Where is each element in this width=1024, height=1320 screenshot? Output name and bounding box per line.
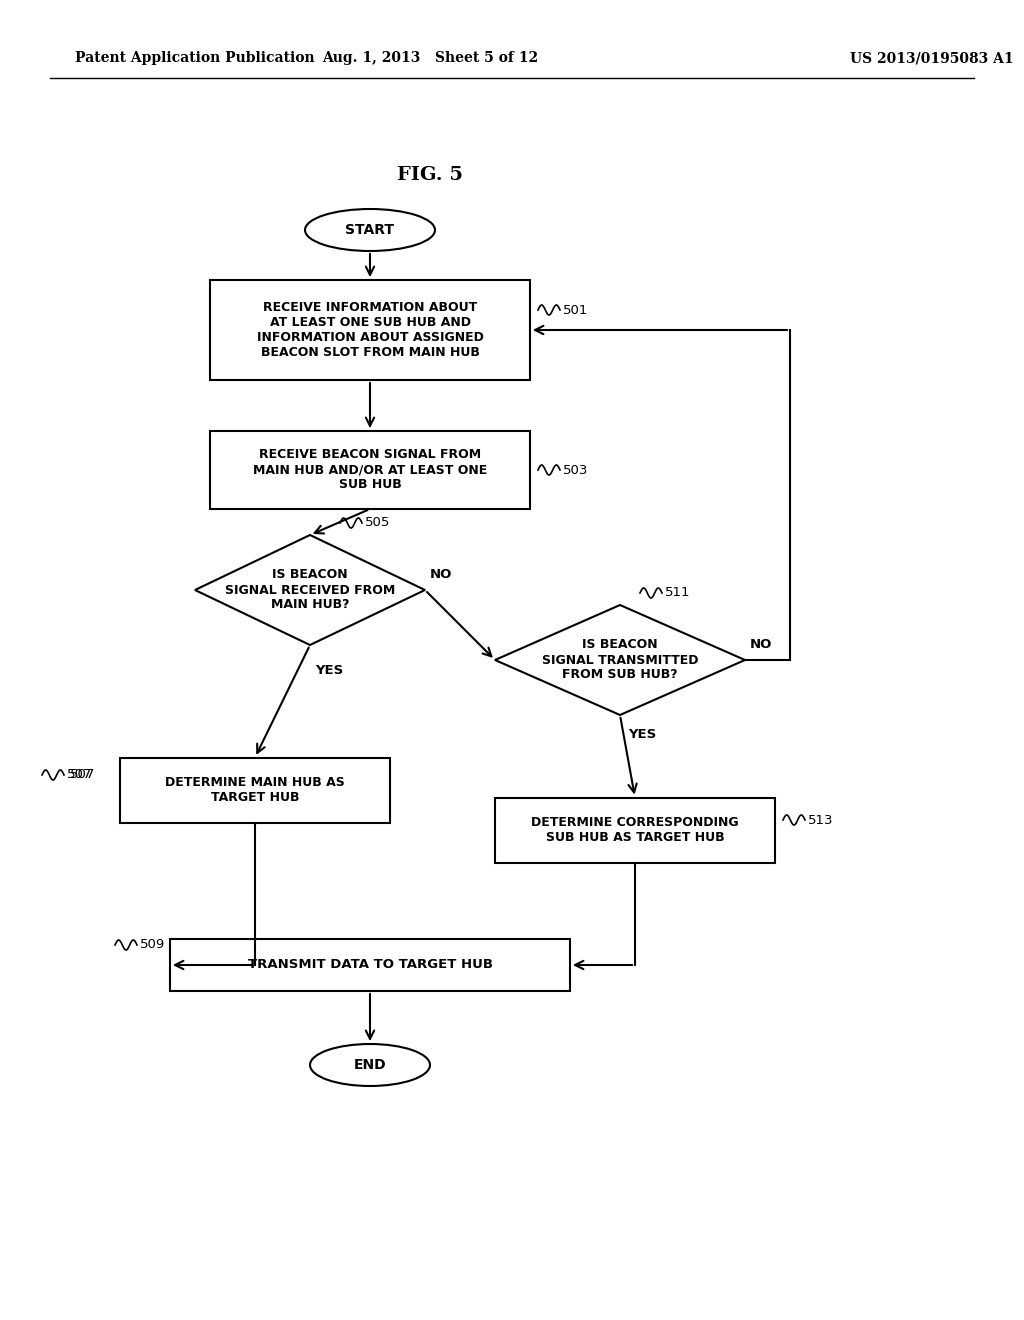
- Text: DETERMINE MAIN HUB AS
TARGET HUB: DETERMINE MAIN HUB AS TARGET HUB: [165, 776, 345, 804]
- Ellipse shape: [305, 209, 435, 251]
- Bar: [495, 797, 775, 862]
- Bar: [210, 280, 530, 380]
- Text: 507: 507: [70, 768, 95, 781]
- Bar: [170, 939, 570, 991]
- Text: 513: 513: [808, 813, 834, 826]
- Text: DETERMINE CORRESPONDING
SUB HUB AS TARGET HUB: DETERMINE CORRESPONDING SUB HUB AS TARGE…: [531, 816, 738, 843]
- Polygon shape: [195, 535, 425, 645]
- Polygon shape: [495, 605, 745, 715]
- Text: 505: 505: [365, 516, 390, 529]
- Text: 501: 501: [563, 304, 589, 317]
- Text: 503: 503: [563, 463, 589, 477]
- Text: FIG. 5: FIG. 5: [397, 166, 463, 183]
- Text: RECEIVE INFORMATION ABOUT
AT LEAST ONE SUB HUB AND
INFORMATION ABOUT ASSIGNED
BE: RECEIVE INFORMATION ABOUT AT LEAST ONE S…: [257, 301, 483, 359]
- Text: END: END: [353, 1059, 386, 1072]
- Text: RECEIVE BEACON SIGNAL FROM
MAIN HUB AND/OR AT LEAST ONE
SUB HUB: RECEIVE BEACON SIGNAL FROM MAIN HUB AND/…: [253, 449, 487, 491]
- Text: NO: NO: [750, 639, 772, 652]
- Text: YES: YES: [628, 729, 656, 742]
- Text: 509: 509: [140, 939, 165, 952]
- Text: 507: 507: [67, 768, 92, 781]
- Text: US 2013/0195083 A1: US 2013/0195083 A1: [850, 51, 1014, 65]
- Bar: [120, 758, 390, 822]
- Text: Patent Application Publication: Patent Application Publication: [75, 51, 314, 65]
- Text: START: START: [345, 223, 394, 238]
- Text: Aug. 1, 2013   Sheet 5 of 12: Aug. 1, 2013 Sheet 5 of 12: [322, 51, 538, 65]
- Text: IS BEACON
SIGNAL TRANSMITTED
FROM SUB HUB?: IS BEACON SIGNAL TRANSMITTED FROM SUB HU…: [542, 639, 698, 681]
- Text: IS BEACON
SIGNAL RECEIVED FROM
MAIN HUB?: IS BEACON SIGNAL RECEIVED FROM MAIN HUB?: [225, 569, 395, 611]
- Bar: [210, 432, 530, 510]
- Ellipse shape: [310, 1044, 430, 1086]
- Text: 511: 511: [665, 586, 690, 599]
- Text: YES: YES: [315, 664, 343, 676]
- Text: NO: NO: [430, 569, 453, 582]
- Text: TRANSMIT DATA TO TARGET HUB: TRANSMIT DATA TO TARGET HUB: [248, 958, 493, 972]
